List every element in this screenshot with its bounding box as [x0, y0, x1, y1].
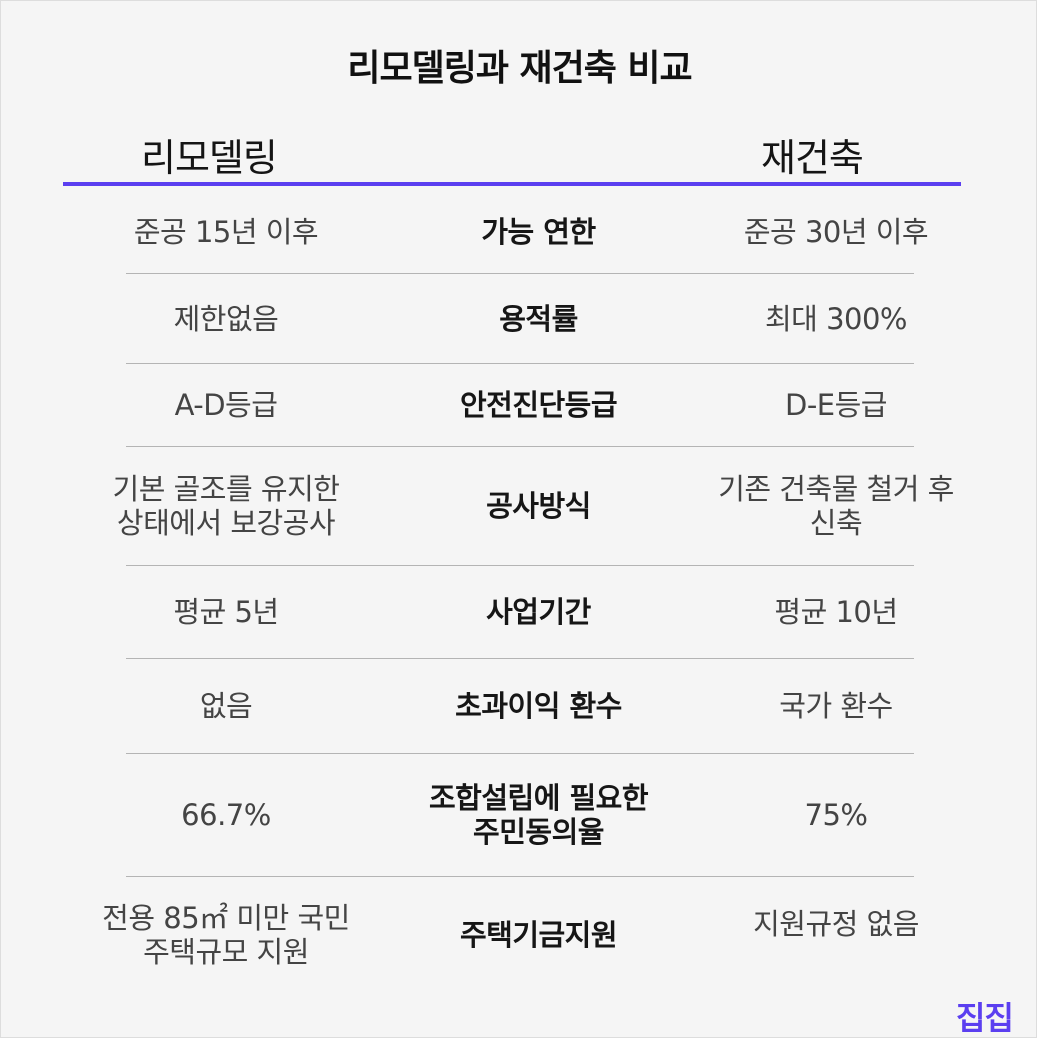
column-header-reconstruction: 재건축 [761, 136, 864, 180]
reconstruction-value: 75% [804, 798, 868, 832]
remodeling-value: 66.7% [181, 798, 271, 832]
table-row: 66.7% 조합설립에 필요한 주민동의율 75% [1, 754, 1037, 876]
row-divider [126, 658, 914, 659]
remodeling-value: 전용 85㎡ 미만 국민 주택규모 지원 [102, 901, 350, 969]
table-row: 전용 85㎡ 미만 국민 주택규모 지원 주택기금지원 지원규정 없음 [1, 877, 1037, 993]
reconstruction-value: 평균 10년 [774, 595, 898, 629]
remodeling-value: A-D등급 [174, 388, 278, 422]
header-accent-line [63, 182, 961, 186]
remodeling-value: 제한없음 [173, 301, 279, 336]
row-label: 사업기간 [486, 595, 591, 629]
column-header-remodeling: 리모델링 [141, 136, 278, 180]
row-label: 용적률 [499, 301, 578, 336]
row-label: 공사방식 [486, 489, 591, 523]
remodeling-value: 평균 5년 [173, 595, 279, 629]
remodeling-value: 기본 골조를 유지한 상태에서 보강공사 [112, 472, 340, 540]
row-divider [126, 876, 914, 877]
row-label: 가능 연한 [481, 215, 596, 249]
table-row: 제한없음 용적률 최대 300% [1, 274, 1037, 363]
table-row: 평균 5년 사업기간 평균 10년 [1, 566, 1037, 658]
brand-logo: 집집 [956, 999, 1014, 1037]
reconstruction-value: 최대 300% [765, 301, 908, 336]
page-title: 리모델링과 재건축 비교 [347, 48, 692, 89]
reconstruction-value: 준공 30년 이후 [743, 215, 929, 249]
reconstruction-value: 지원규정 없음 [753, 907, 919, 941]
row-label: 초과이익 환수 [455, 689, 622, 723]
table-row: 준공 15년 이후 가능 연한 준공 30년 이후 [1, 191, 1037, 273]
table-row: 기본 골조를 유지한 상태에서 보강공사 공사방식 기존 건축물 철거 후 신축 [1, 447, 1037, 565]
table-row: A-D등급 안전진단등급 D-E등급 [1, 364, 1037, 446]
row-label: 안전진단등급 [459, 388, 618, 422]
row-divider [126, 565, 914, 566]
remodeling-value: 없음 [199, 689, 253, 723]
remodeling-value: 준공 15년 이후 [133, 215, 319, 249]
table-row: 없음 초과이익 환수 국가 환수 [1, 659, 1037, 753]
row-label: 주택기금지원 [459, 918, 618, 952]
reconstruction-value: D-E등급 [785, 388, 887, 422]
row-divider [126, 753, 914, 754]
reconstruction-value: 국가 환수 [779, 689, 893, 723]
reconstruction-value: 기존 건축물 철거 후 신축 [718, 472, 954, 540]
row-divider [126, 363, 914, 364]
row-divider [126, 273, 914, 274]
row-label: 조합설립에 필요한 주민동의율 [428, 781, 649, 849]
row-divider [126, 446, 914, 447]
